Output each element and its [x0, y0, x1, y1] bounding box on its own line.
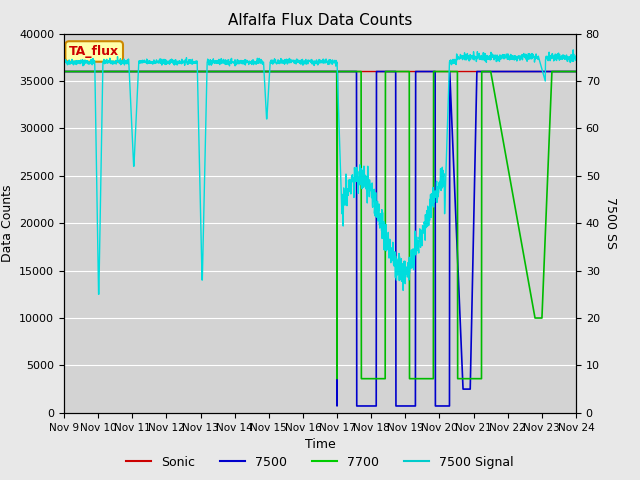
Y-axis label: 7500 SS: 7500 SS — [604, 197, 616, 249]
Text: TA_flux: TA_flux — [69, 45, 119, 58]
X-axis label: Time: Time — [305, 438, 335, 451]
Title: Alfalfa Flux Data Counts: Alfalfa Flux Data Counts — [228, 13, 412, 28]
Legend: Sonic, 7500, 7700, 7500 Signal: Sonic, 7500, 7700, 7500 Signal — [121, 451, 519, 474]
Y-axis label: Data Counts: Data Counts — [1, 184, 13, 262]
